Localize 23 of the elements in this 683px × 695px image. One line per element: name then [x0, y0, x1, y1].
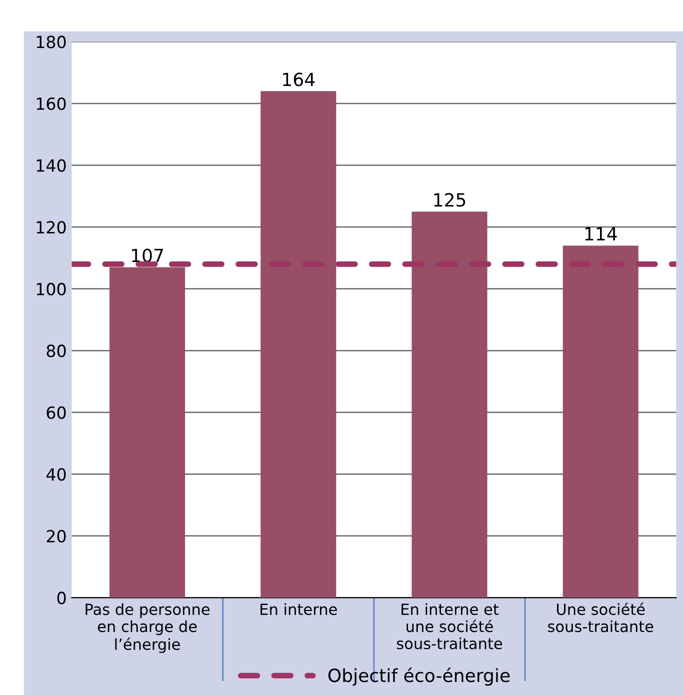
y-tick-label: 100 — [36, 282, 66, 296]
y-tick-label: 120 — [36, 220, 66, 234]
bar — [412, 212, 488, 598]
bar — [562, 246, 638, 598]
bar — [260, 91, 336, 598]
y-tick-label: 40 — [46, 468, 66, 481]
data-label: 164 — [283, 72, 315, 86]
y-tick-label: 80 — [46, 344, 66, 358]
y-tick-label: 0 — [57, 592, 66, 604]
y-tick-label: 140 — [36, 159, 66, 172]
x-tick-label: En interne — [260, 603, 337, 616]
y-tick-label: 180 — [36, 36, 66, 48]
bar — [109, 267, 186, 598]
data-label: 114 — [585, 227, 617, 240]
x-tick-label: Une société sous-traitante — [548, 602, 654, 632]
x-tick-label: Pas de personne en charge de l’énergie — [86, 603, 210, 653]
data-label: 125 — [434, 193, 466, 207]
y-tick-label: 60 — [46, 406, 66, 419]
x-tick-label: En interne et une société sous-traitante — [396, 603, 502, 650]
y-tick-label: 160 — [36, 97, 66, 110]
y-tick-label: 20 — [46, 530, 66, 542]
legend-label: Objectif éco-énergie — [328, 668, 510, 686]
data-label: 107 — [132, 248, 163, 262]
